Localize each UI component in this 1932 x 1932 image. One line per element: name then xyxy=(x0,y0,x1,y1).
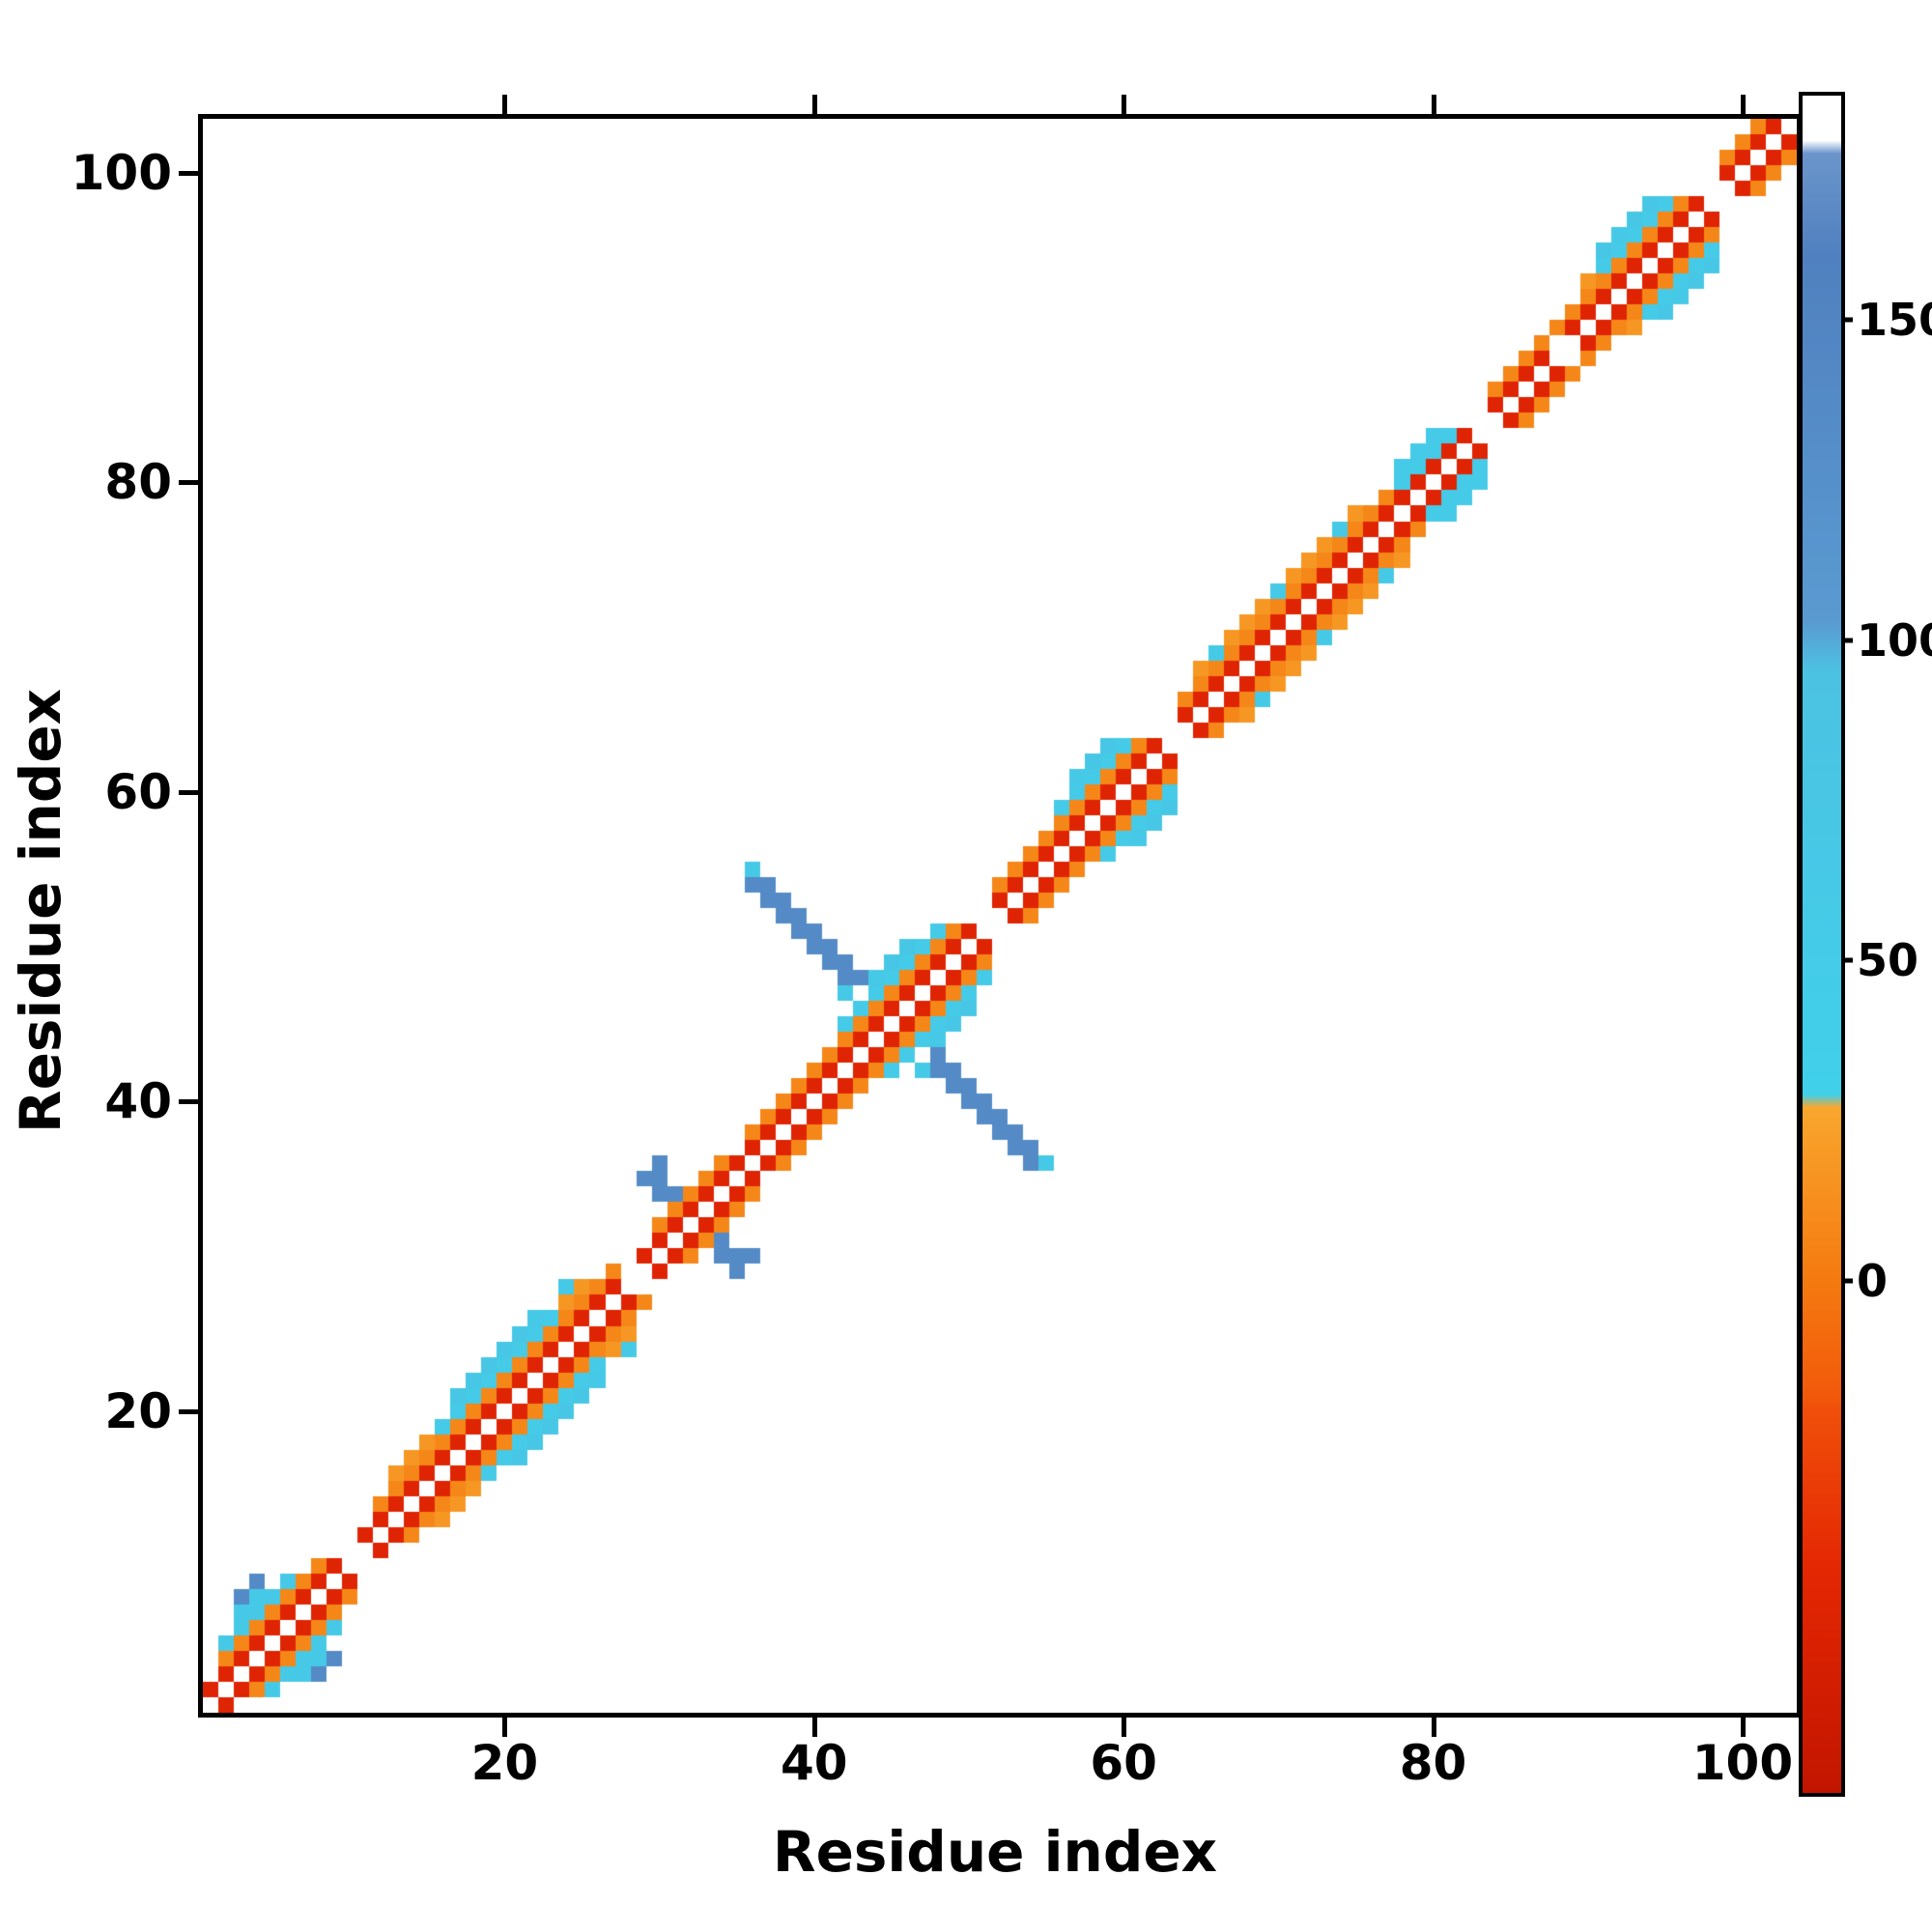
y-tick-label: 100 xyxy=(71,145,172,202)
colorbar-tick-mark xyxy=(1841,957,1853,963)
y-tick-label: 80 xyxy=(104,454,172,511)
x-tick-mark-top xyxy=(811,95,817,114)
x-tick-mark-bottom xyxy=(1122,1718,1127,1737)
x-axis-label: Residue index xyxy=(772,1819,1218,1885)
colorbar: 0 50 100 150 xyxy=(1799,92,1932,1797)
x-tick-label: 100 xyxy=(1691,1735,1794,1791)
y-tick-label: 20 xyxy=(104,1382,172,1439)
heatmap-plot-area xyxy=(198,114,1802,1718)
x-tick-label: 80 xyxy=(1399,1735,1467,1791)
colorbar-tick-mark xyxy=(1841,1278,1853,1284)
x-tick-mark-bottom xyxy=(811,1718,817,1737)
x-tick-mark-bottom xyxy=(502,1718,508,1737)
colorbar-tick-mark xyxy=(1841,317,1853,323)
y-axis-label: Residue index xyxy=(8,688,73,1134)
y-tick-label: 60 xyxy=(104,763,172,820)
colorbar-gradient xyxy=(1803,96,1841,1793)
x-tick-mark-top xyxy=(1122,95,1127,114)
x-tick-label: 40 xyxy=(780,1735,848,1791)
x-tick-mark-top xyxy=(1431,95,1436,114)
y-tick-mark xyxy=(179,1099,198,1105)
colorbar-tick-label: 0 xyxy=(1857,1254,1889,1307)
y-tick-label: 40 xyxy=(104,1073,172,1130)
y-tick-mark xyxy=(179,789,198,795)
y-tick-mark xyxy=(179,480,198,486)
x-tick-mark-top xyxy=(1740,95,1746,114)
heatmap-canvas xyxy=(203,119,1797,1713)
colorbar-tick-label: 50 xyxy=(1857,934,1919,987)
colorbar-tick-label: 150 xyxy=(1857,294,1932,347)
y-tick-mark xyxy=(179,1408,198,1414)
x-tick-label: 20 xyxy=(470,1735,539,1791)
y-tick-mark xyxy=(179,171,198,177)
x-tick-mark-top xyxy=(502,95,508,114)
x-tick-mark-bottom xyxy=(1431,1718,1436,1737)
x-tick-mark-bottom xyxy=(1740,1718,1746,1737)
x-tick-label: 60 xyxy=(1090,1735,1157,1791)
colorbar-tick-label: 100 xyxy=(1857,613,1932,667)
colorbar-tick-mark xyxy=(1841,638,1853,643)
